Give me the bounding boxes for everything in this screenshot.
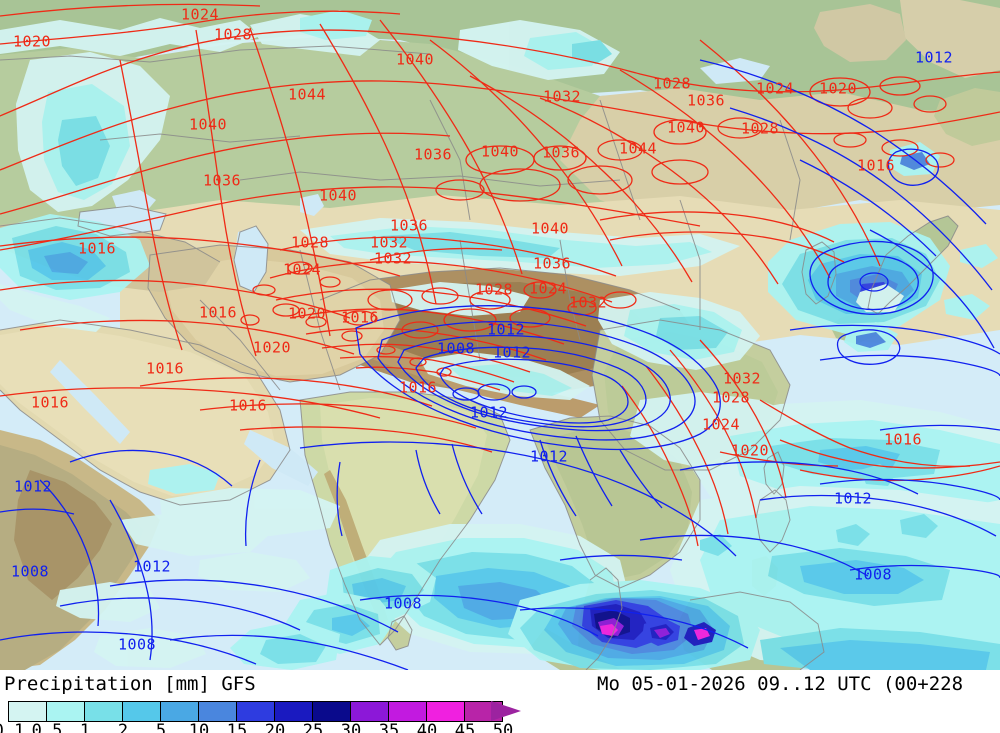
colorbar-tick-30: 30 bbox=[340, 721, 362, 733]
colorbar-tick-0.1: 0.1 bbox=[0, 721, 25, 733]
isobar-low-layer bbox=[0, 59, 1000, 670]
map-svg bbox=[0, 0, 1000, 670]
colorbar-swatch-0.5 bbox=[47, 702, 85, 721]
colorbar-swatch-5 bbox=[161, 702, 199, 721]
colorbar-swatch-0.1 bbox=[9, 702, 47, 721]
colorbar-swatch-25 bbox=[313, 702, 351, 721]
colorbar-swatch-2 bbox=[123, 702, 161, 721]
colorbar-swatch-35 bbox=[389, 702, 427, 721]
colorbar-tick-25: 25 bbox=[302, 721, 324, 733]
colorbar-swatch-15 bbox=[237, 702, 275, 721]
colorbar-tick-1: 1 bbox=[79, 721, 91, 733]
colorbar-tick-40: 40 bbox=[416, 721, 438, 733]
colorbar-overflow-arrow-icon bbox=[491, 701, 521, 721]
legend-title: Precipitation [mm] GFS bbox=[4, 673, 256, 695]
colorbar-tick-10: 10 bbox=[188, 721, 210, 733]
colorbar-tick-20: 20 bbox=[264, 721, 286, 733]
forecast-timestamp: Mo 05-01-2026 09..12 UTC (00+228 bbox=[597, 673, 964, 695]
colorbar-tick-45: 45 bbox=[454, 721, 476, 733]
colorbar-tick-15: 15 bbox=[226, 721, 248, 733]
legend-footer: Precipitation [mm] GFS Mo 05-01-2026 09.… bbox=[0, 670, 1000, 733]
colorbar-tick-5: 5 bbox=[155, 721, 167, 733]
colorbar-tick-0.5: 0.5 bbox=[31, 721, 63, 733]
colorbar-swatch-20 bbox=[275, 702, 313, 721]
border-layer bbox=[0, 45, 959, 670]
colorbar-swatch-1 bbox=[85, 702, 123, 721]
colorbar-tick-2: 2 bbox=[117, 721, 129, 733]
colorbar-tick-50: 50 bbox=[492, 721, 514, 733]
map-canvas[interactable]: 1024 1020 1028 1040 1028 1036 1024 1020 1012 1044… bbox=[0, 0, 1000, 670]
colorbar-swatch-30 bbox=[351, 702, 389, 721]
colorbar-swatch-10 bbox=[199, 702, 237, 721]
colorbar-tick-35: 35 bbox=[378, 721, 400, 733]
colorbar-swatch-40 bbox=[427, 702, 465, 721]
precipitation-colorbar[interactable] bbox=[8, 701, 503, 722]
